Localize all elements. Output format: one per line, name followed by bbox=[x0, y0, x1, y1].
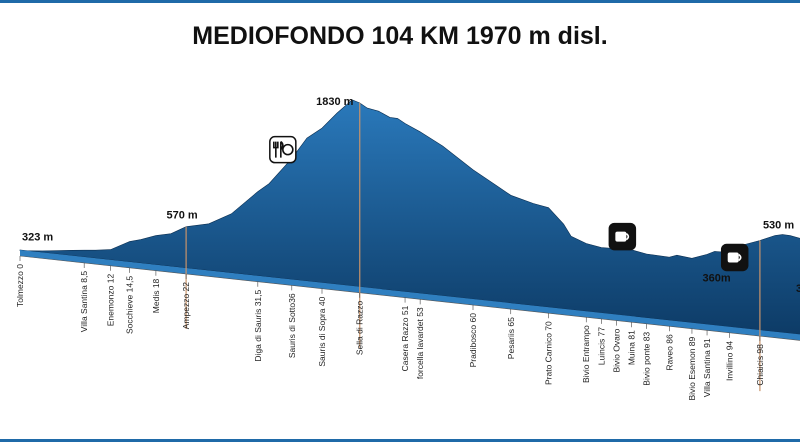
place-label: Pesariis 65 bbox=[506, 317, 516, 359]
coffee-icon bbox=[720, 243, 749, 272]
elevation-label: 1830 m bbox=[316, 96, 354, 108]
place-label: Luincis 77 bbox=[596, 327, 606, 366]
place-label: Chiaicis 98 bbox=[755, 344, 765, 386]
chart-title: MEDIOFONDO 104 KM 1970 m disl. bbox=[192, 22, 608, 50]
place-label: Medis 18 bbox=[151, 278, 161, 313]
place-label: Tolmezzo 0 bbox=[15, 264, 25, 307]
place-label: Raveo 86 bbox=[664, 334, 674, 371]
cup-handle bbox=[738, 253, 742, 262]
coffee-icon bbox=[608, 222, 637, 251]
place-label: Diga di Sauris 31,5 bbox=[253, 289, 263, 361]
elevation-label: 360m bbox=[703, 272, 731, 284]
place-label: Prato Carnico 70 bbox=[544, 321, 554, 385]
restaurant-icon bbox=[269, 135, 297, 164]
cup-shape bbox=[615, 231, 627, 242]
place-label: Pradibosco 60 bbox=[468, 313, 478, 368]
cup-shape bbox=[727, 252, 739, 263]
plate-shape bbox=[282, 143, 294, 156]
place-label: Villa Santina 91 bbox=[702, 338, 712, 397]
place-label: Bivio Entrampo bbox=[581, 325, 591, 383]
place-label: Sauris di Sotto36 bbox=[287, 293, 297, 358]
profile-baseline bbox=[19, 255, 800, 341]
elevation-label: 3 bbox=[796, 283, 800, 295]
place-label: Enemonzo 12 bbox=[106, 274, 116, 327]
place-label: forcella lavardet 53 bbox=[415, 307, 425, 379]
place-label: Villa Santina 8,5 bbox=[79, 271, 89, 333]
place-label: Socchieve 14,5 bbox=[124, 276, 134, 334]
cup-handle bbox=[625, 232, 630, 241]
cutlery-shape bbox=[273, 140, 284, 158]
elevation-label: 570 m bbox=[166, 210, 197, 222]
bottom-frame-line bbox=[0, 439, 800, 442]
place-label: Bivio ponte 83 bbox=[642, 332, 652, 386]
elevation-label: 530 m bbox=[763, 220, 794, 232]
place-label: Bivio Ovaro bbox=[611, 328, 621, 372]
place-label: Ampezzo 22 bbox=[181, 282, 191, 330]
elevation-profile-area bbox=[19, 99, 800, 335]
place-label: Bivio Esemon 89 bbox=[687, 336, 697, 400]
place-label: Sauris di Sopra 40 bbox=[317, 296, 327, 366]
elevation-label: 323 m bbox=[22, 232, 53, 244]
top-frame-line bbox=[0, 0, 800, 3]
place-label: Casera Razzo 51 bbox=[400, 305, 410, 371]
place-label: Invillino 94 bbox=[725, 341, 735, 381]
profile-base-strip bbox=[20, 250, 800, 341]
place-label: Sella di Razzo bbox=[355, 301, 365, 356]
place-label: Muina 81 bbox=[627, 330, 637, 365]
